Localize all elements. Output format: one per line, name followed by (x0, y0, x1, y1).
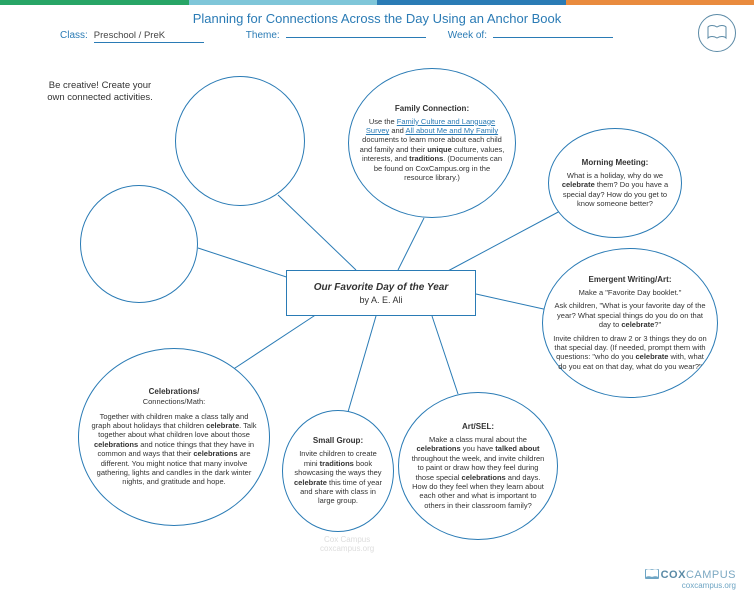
bubble-family-connection: Family Connection: Use the Family Cultur… (348, 68, 516, 218)
bubble-blank-2 (80, 185, 198, 303)
footer-url: coxcampus.org (645, 581, 736, 590)
bubble-title: Small Group: (313, 436, 363, 446)
bubble-celebrations: Celebrations/ Connections/Math: Together… (78, 348, 270, 526)
bubble-morning-meeting: Morning Meeting: What is a holiday, why … (548, 128, 682, 238)
bubble-title: Morning Meeting: (582, 158, 649, 168)
book-icon (645, 569, 659, 579)
bubble-title: Art/SEL: (462, 422, 494, 432)
center-book-box: Our Favorite Day of the Year by A. E. Al… (286, 270, 476, 316)
footer-brand: COXCAMPUS (645, 569, 736, 581)
bubble-body: Use the Family Culture and Language Surv… (359, 117, 505, 183)
book-author: by A. E. Ali (359, 295, 402, 305)
bubble-art-sel: Art/SEL: Make a class mural about the ce… (398, 392, 558, 540)
bubble-body: Make a class mural about the celebration… (409, 435, 547, 510)
bubble-body: What is a holiday, why do we celebrate t… (559, 171, 671, 209)
bubble-title: Family Connection: (395, 104, 469, 114)
bubble-emergent-writing: Emergent Writing/Art: Make a "Favorite D… (542, 248, 718, 398)
book-title: Our Favorite Day of the Year (314, 282, 449, 293)
link-all-about-me[interactable]: All about Me and My Family (406, 126, 499, 135)
bubble-body: Together with children make a class tall… (89, 412, 259, 487)
bubble-title: Celebrations/ (149, 387, 200, 397)
bubble-p3: Invite children to draw 2 or 3 things th… (553, 334, 707, 372)
bubble-subtitle: Connections/Math: (143, 397, 206, 406)
bubble-p1: Make a "Favorite Day booklet." (579, 288, 682, 297)
bubble-body: Invite children to create mini tradition… (293, 449, 383, 505)
bubble-title: Emergent Writing/Art: (589, 275, 672, 285)
bubble-p2: Ask children, "What is your favorite day… (553, 301, 707, 329)
watermark: Cox Campus coxcampus.org (320, 536, 374, 554)
footer: COXCAMPUS coxcampus.org (645, 569, 736, 590)
bubble-blank-1 (175, 76, 305, 206)
bubble-small-group: Small Group: Invite children to create m… (282, 410, 394, 532)
